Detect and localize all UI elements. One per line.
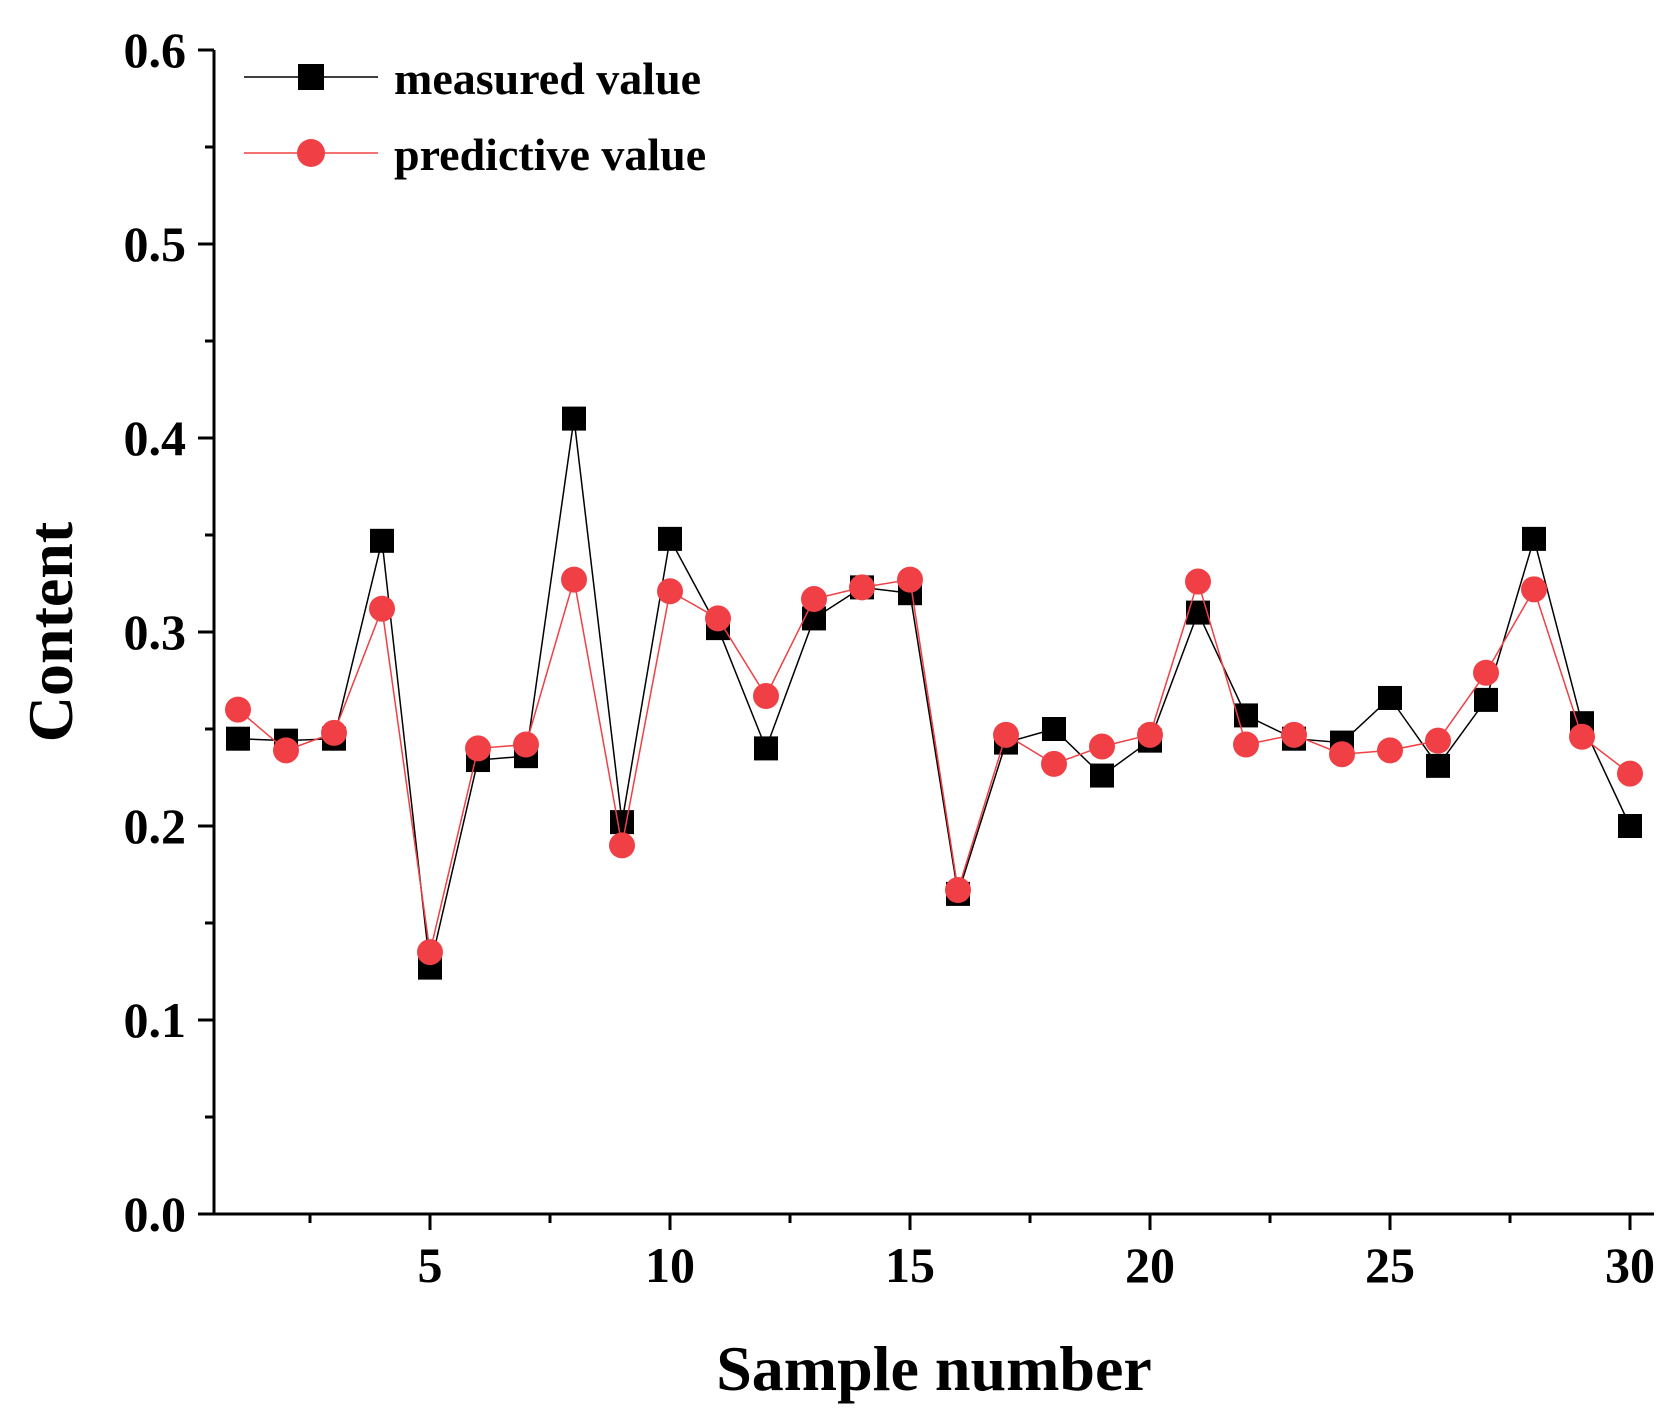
predictive-point <box>801 586 827 613</box>
y-tick-label: 0.4 <box>124 410 187 466</box>
measured-point <box>1426 753 1450 778</box>
y-tick-label: 0.6 <box>124 22 187 78</box>
legend-marker-measured <box>298 64 324 90</box>
predictive-point <box>1185 568 1211 595</box>
predictive-point <box>273 737 299 764</box>
predictive-point <box>513 731 539 758</box>
y-axis-title: Content <box>15 521 86 742</box>
tick-labels: 0.0 0.1 0.2 0.3 0.4 0.5 0.6 5 10 15 20 25 30 <box>124 22 1656 1293</box>
predictive-point <box>945 877 971 904</box>
measured-point <box>1378 685 1402 710</box>
series-measured <box>226 406 1642 980</box>
predictive-point <box>1521 576 1547 603</box>
predictive-point <box>993 721 1019 748</box>
measured-point <box>754 736 778 761</box>
legend-label-measured: measured value <box>394 53 701 104</box>
series-predictive <box>225 566 1643 966</box>
predictive-point <box>1281 721 1307 748</box>
predictive-point <box>369 595 395 622</box>
predictive-point <box>417 939 443 966</box>
predictive-point <box>1425 727 1451 754</box>
measured-point <box>1618 814 1642 838</box>
predictive-point <box>705 605 731 632</box>
predictive-point <box>561 566 587 593</box>
series-line <box>237 418 1631 968</box>
predictive-point <box>1569 723 1595 750</box>
predictive-point <box>657 578 683 605</box>
predictive-point <box>1089 733 1115 760</box>
x-axis-title: Sample number <box>716 1333 1152 1404</box>
measured-point <box>658 526 682 551</box>
y-tick-label: 0.3 <box>124 604 187 660</box>
predictive-point <box>465 735 491 762</box>
major-ticks <box>198 48 1632 1230</box>
predictive-point <box>897 566 923 593</box>
measured-point <box>370 528 394 553</box>
predictive-point <box>609 832 635 859</box>
x-tick-label: 15 <box>885 1237 935 1293</box>
x-tick-label: 30 <box>1605 1237 1655 1293</box>
x-tick-label: 25 <box>1365 1237 1415 1293</box>
minor-ticks <box>205 145 1512 1223</box>
predictive-point <box>753 683 779 710</box>
predictive-point <box>1473 659 1499 686</box>
legend: measured value predictive value <box>244 53 706 180</box>
measured-point <box>1474 687 1498 712</box>
predictive-point <box>1377 737 1403 764</box>
legend-marker-predictive <box>297 139 325 167</box>
measured-point <box>610 810 634 835</box>
y-tick-label: 0.0 <box>124 1186 187 1242</box>
y-tick-label: 0.1 <box>124 992 187 1048</box>
measured-point <box>1090 763 1114 788</box>
measured-point <box>562 406 586 431</box>
measured-point <box>1522 526 1546 551</box>
predictive-point <box>225 696 251 723</box>
x-tick-label: 10 <box>645 1237 695 1293</box>
legend-label-predictive: predictive value <box>394 129 706 180</box>
predictive-point <box>1617 760 1643 787</box>
series-layer <box>225 406 1643 980</box>
y-tick-label: 0.2 <box>124 798 187 854</box>
predictive-point <box>1329 741 1355 768</box>
measured-point <box>1042 717 1066 741</box>
x-tick-label: 20 <box>1125 1237 1175 1293</box>
predictive-point <box>321 719 347 746</box>
predictive-point <box>1137 721 1163 748</box>
predictive-point <box>1233 731 1259 758</box>
predictive-point <box>1041 750 1067 777</box>
predictive-point <box>849 574 875 601</box>
x-tick-label: 5 <box>418 1237 443 1293</box>
measured-point <box>226 726 250 751</box>
y-tick-label: 0.5 <box>124 216 187 272</box>
